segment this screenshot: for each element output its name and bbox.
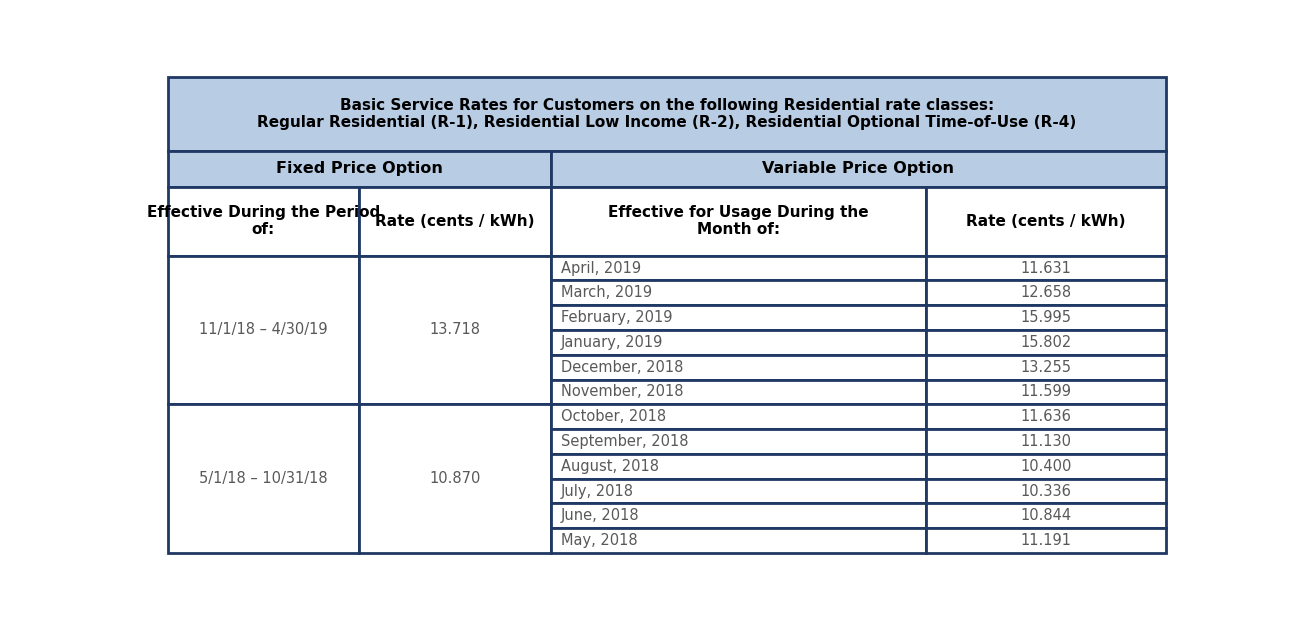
Bar: [550, 151, 1166, 187]
Bar: [550, 429, 926, 454]
Bar: [926, 379, 1166, 404]
Text: 10.400: 10.400: [1020, 459, 1072, 474]
Text: 10.336: 10.336: [1021, 484, 1072, 499]
Text: 11.191: 11.191: [1020, 533, 1072, 548]
Bar: [550, 404, 926, 429]
Text: April, 2019: April, 2019: [561, 261, 641, 276]
Text: October, 2018: October, 2018: [561, 409, 666, 424]
Bar: [550, 528, 926, 553]
Text: September, 2018: September, 2018: [561, 434, 688, 449]
Bar: [926, 355, 1166, 379]
Bar: [359, 256, 550, 404]
Bar: [359, 404, 550, 553]
Bar: [550, 256, 926, 280]
Text: Basic Service Rates for Customers on the following Residential rate classes:
Reg: Basic Service Rates for Customers on the…: [258, 98, 1076, 130]
Bar: [550, 504, 926, 528]
Text: 10.870: 10.870: [429, 471, 481, 486]
Bar: [168, 151, 550, 187]
Text: 11.130: 11.130: [1020, 434, 1072, 449]
Bar: [168, 256, 359, 404]
Text: February, 2019: February, 2019: [561, 310, 673, 325]
Bar: [926, 479, 1166, 504]
Bar: [926, 256, 1166, 280]
Text: November, 2018: November, 2018: [561, 384, 683, 399]
Text: Effective for Usage During the
Month of:: Effective for Usage During the Month of:: [609, 205, 869, 237]
Text: Variable Price Option: Variable Price Option: [762, 162, 955, 177]
Text: 11.631: 11.631: [1021, 261, 1072, 276]
Bar: [926, 528, 1166, 553]
Text: March, 2019: March, 2019: [561, 285, 652, 300]
Text: 13.255: 13.255: [1020, 359, 1072, 374]
Bar: [926, 429, 1166, 454]
Bar: [359, 187, 550, 256]
Bar: [926, 280, 1166, 305]
Text: June, 2018: June, 2018: [561, 509, 640, 524]
Bar: [926, 187, 1166, 256]
Bar: [550, 454, 926, 479]
Text: July, 2018: July, 2018: [561, 484, 634, 499]
Bar: [168, 404, 359, 553]
Bar: [550, 187, 926, 256]
Text: Fixed Price Option: Fixed Price Option: [276, 162, 442, 177]
Text: 11/1/18 – 4/30/19: 11/1/18 – 4/30/19: [199, 323, 328, 338]
Text: December, 2018: December, 2018: [561, 359, 683, 374]
Text: 11.599: 11.599: [1020, 384, 1072, 399]
Bar: [550, 479, 926, 504]
Text: 12.658: 12.658: [1020, 285, 1072, 300]
Bar: [550, 355, 926, 379]
Text: May, 2018: May, 2018: [561, 533, 637, 548]
Text: 11.636: 11.636: [1021, 409, 1072, 424]
Bar: [550, 280, 926, 305]
Text: Rate (cents / kWh): Rate (cents / kWh): [376, 213, 535, 228]
Bar: [926, 305, 1166, 330]
Text: 15.802: 15.802: [1020, 335, 1072, 350]
Bar: [550, 379, 926, 404]
Text: 13.718: 13.718: [429, 323, 480, 338]
Text: 15.995: 15.995: [1020, 310, 1072, 325]
Text: 10.844: 10.844: [1020, 509, 1072, 524]
Bar: [168, 77, 1166, 151]
Text: 5/1/18 – 10/31/18: 5/1/18 – 10/31/18: [199, 471, 328, 486]
Bar: [926, 404, 1166, 429]
Text: January, 2019: January, 2019: [561, 335, 664, 350]
Bar: [550, 305, 926, 330]
Bar: [926, 330, 1166, 355]
Text: August, 2018: August, 2018: [561, 459, 660, 474]
Bar: [926, 454, 1166, 479]
Bar: [550, 330, 926, 355]
Text: Effective During the Period
of:: Effective During the Period of:: [147, 205, 380, 237]
Bar: [926, 504, 1166, 528]
Bar: [168, 187, 359, 256]
Text: Rate (cents / kWh): Rate (cents / kWh): [967, 213, 1125, 228]
